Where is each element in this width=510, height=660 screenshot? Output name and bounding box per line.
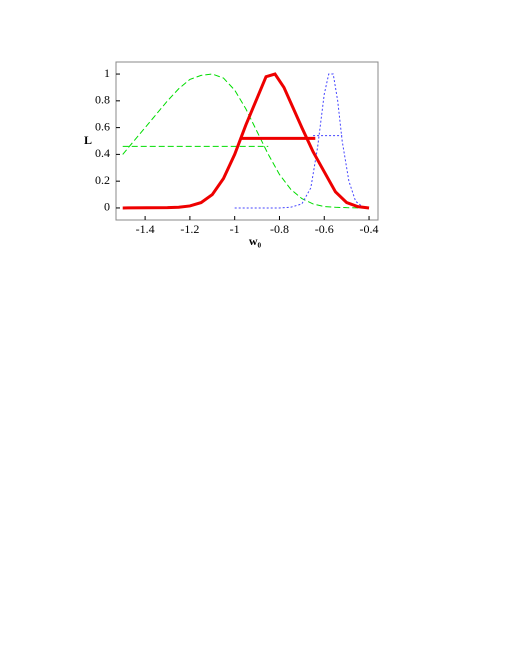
plot-frame <box>115 61 379 221</box>
y-tick-label: 0 <box>104 200 110 214</box>
y-tick-label: 0.6 <box>95 119 110 133</box>
x-tick-label: -0.6 <box>315 222 334 236</box>
x-tick-label: -1.4 <box>136 222 155 236</box>
x-tick-label: -1 <box>230 222 240 236</box>
series-line <box>122 72 370 210</box>
y-tick-label: 0.2 <box>95 173 110 187</box>
x-tick-label: -0.8 <box>270 222 289 236</box>
y-tick-label: 0.8 <box>95 93 110 107</box>
y-tick-label: 1 <box>104 66 110 80</box>
series-line <box>234 73 370 209</box>
x-tick-label: -0.4 <box>360 222 379 236</box>
y-tick-label: 0.4 <box>95 146 110 160</box>
y-axis-label: L <box>84 133 92 147</box>
x-tick-label: -1.2 <box>180 222 199 236</box>
x-axis-label: w₀ <box>249 234 262 248</box>
series-line <box>122 73 370 209</box>
